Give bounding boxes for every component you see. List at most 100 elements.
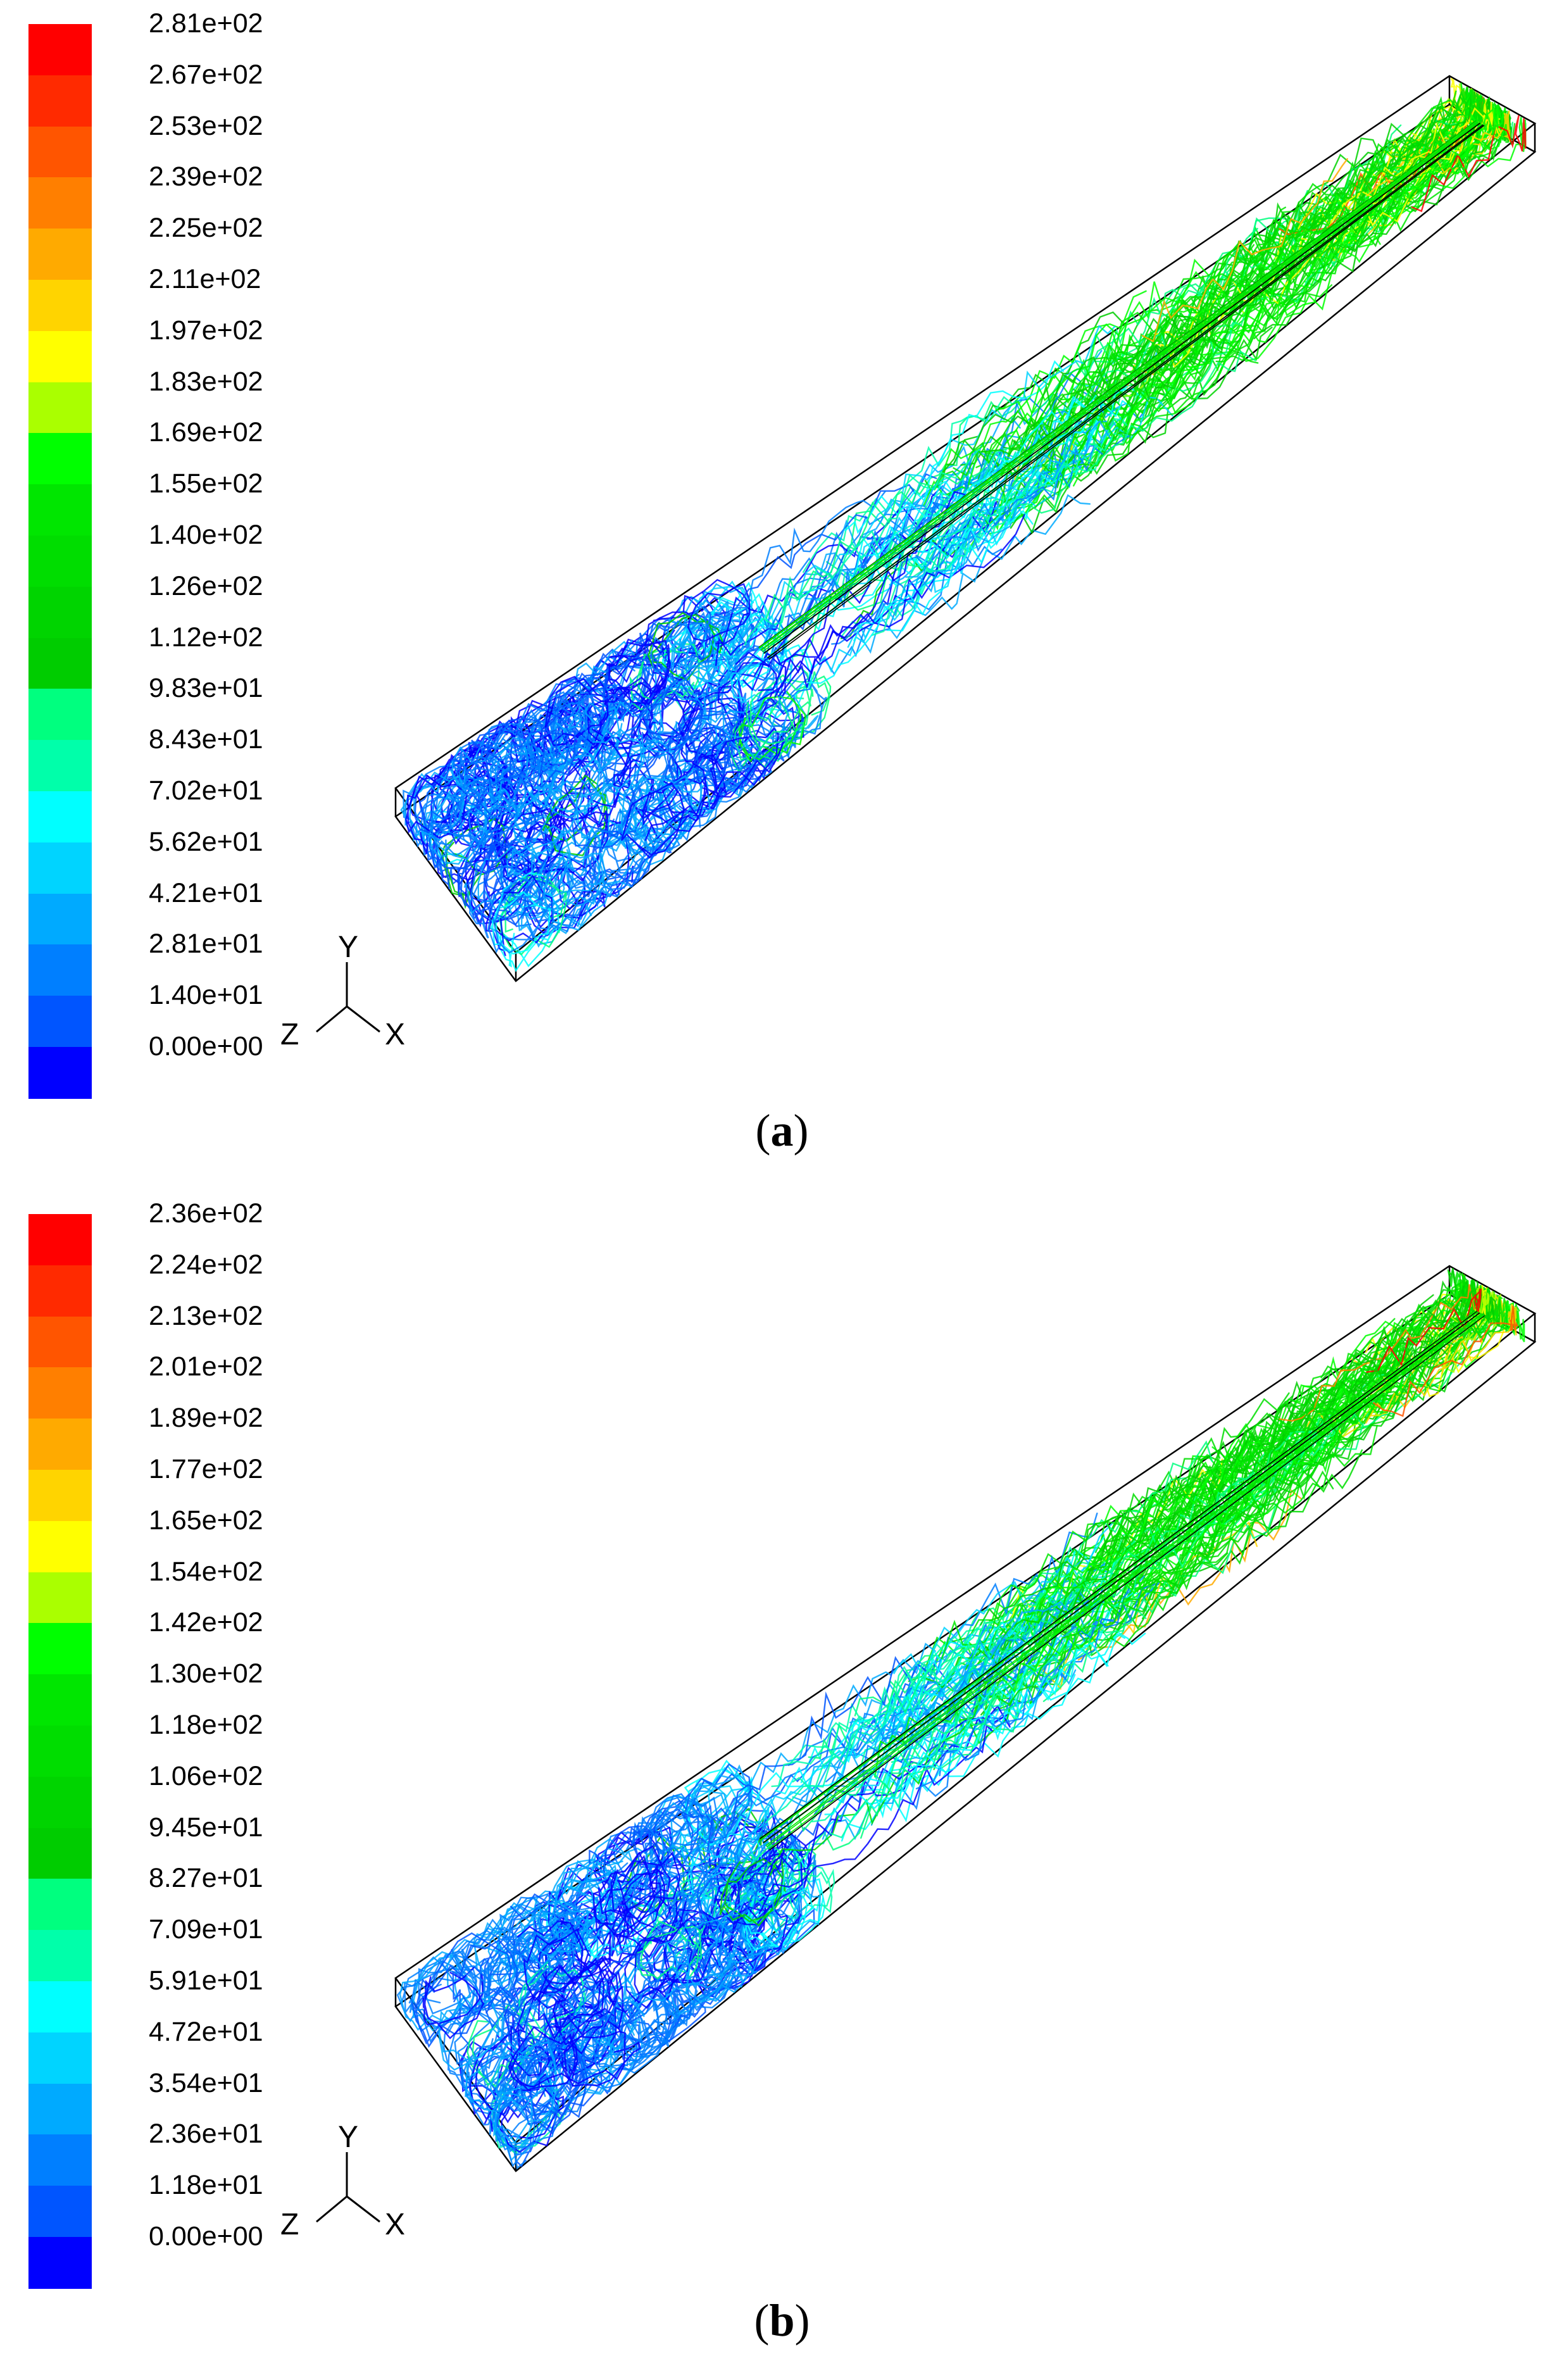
pathline — [1411, 115, 1527, 213]
pathline — [735, 1843, 804, 1921]
legend-swatch — [28, 1981, 92, 2033]
pathline — [860, 1644, 1073, 1839]
core-streak — [769, 1315, 1485, 1851]
legend-tick-label: 5.62e+01 — [149, 826, 263, 857]
pathline — [479, 1923, 547, 2005]
axis-label-z: Z — [280, 2208, 299, 2241]
core-streak — [760, 1311, 1477, 1839]
pathline — [1133, 1425, 1378, 1619]
legend-swatch — [28, 1470, 92, 1522]
legend-swatch — [28, 1726, 92, 1777]
pathline — [866, 372, 1082, 541]
pathline — [774, 1633, 973, 1795]
pathline — [1183, 1363, 1405, 1555]
legend-tick-label: 1.77e+02 — [149, 1454, 263, 1484]
legend-swatch — [28, 2237, 92, 2289]
legend-tick-label: 1.18e+01 — [149, 2170, 263, 2201]
pathline — [471, 718, 558, 788]
pathline — [1309, 111, 1505, 272]
pathline — [1372, 1305, 1519, 1417]
pathline — [661, 1814, 729, 1895]
pathline — [767, 1864, 835, 1933]
pathline — [561, 2031, 642, 2087]
legend-swatch — [28, 1827, 92, 1880]
pathline — [1198, 1367, 1425, 1557]
pathline — [501, 1888, 573, 1963]
pathline — [531, 827, 603, 909]
pathline — [995, 258, 1209, 427]
pathline — [1419, 1287, 1497, 1367]
panel-a: Y Z X 2.81e+02 2.67e+02 2.53e+02 2.39e+02 2.25… — [28, 10, 1537, 1099]
caption-a: (a) — [755, 1105, 809, 1156]
pathline — [1015, 246, 1238, 415]
pathline — [608, 638, 671, 706]
pathline — [520, 691, 587, 773]
pathline — [544, 675, 609, 747]
pathline — [448, 767, 527, 851]
legend-tick-label: 2.24e+02 — [149, 1249, 263, 1280]
pathline — [499, 872, 567, 956]
pathline — [1279, 1294, 1486, 1467]
pathline — [1427, 104, 1499, 177]
pathline — [889, 1536, 1105, 1740]
legend-tick-label: 9.83e+01 — [149, 673, 263, 704]
legend-tick-label: 1.65e+02 — [149, 1505, 263, 1536]
pathline — [1215, 185, 1407, 363]
pathline — [1003, 310, 1227, 493]
pathline — [1277, 1268, 1457, 1409]
legend-swatch — [28, 996, 92, 1048]
pathline — [639, 1794, 720, 1846]
legend-tick-label: 1.30e+02 — [149, 1658, 263, 1689]
legend-swatch — [28, 1316, 92, 1368]
pathline-scene-b: Y Z X — [280, 1265, 1537, 2241]
legend-swatch — [28, 2083, 92, 2136]
legend-swatch — [28, 2032, 92, 2084]
pathline — [454, 1919, 531, 1984]
pathline — [1186, 1328, 1410, 1506]
legend-tick-label: 2.36e+01 — [149, 2119, 263, 2150]
pathline — [807, 510, 1034, 684]
pathline — [719, 1858, 786, 1927]
legend-swatch — [28, 637, 92, 690]
pathline — [1141, 216, 1365, 382]
pathline — [1279, 1284, 1475, 1422]
legend-swatch — [28, 229, 92, 280]
pathline — [422, 1965, 485, 2039]
pathline — [703, 490, 887, 639]
legend-tick-label: 8.27e+01 — [149, 1863, 263, 1894]
pathlines — [400, 77, 1527, 972]
pathline — [1377, 1268, 1461, 1363]
legend-swatch — [28, 484, 92, 536]
pathline — [537, 1960, 605, 2041]
pathline — [517, 1920, 591, 2002]
caption-letter-b: b — [769, 2295, 795, 2346]
pathline — [523, 2053, 589, 2135]
pathline — [499, 837, 565, 908]
legend-swatch — [28, 2186, 92, 2238]
legend-tick-label: 1.69e+02 — [149, 417, 263, 448]
pathline — [982, 340, 1198, 527]
legend-swatch — [28, 1214, 92, 1266]
pathline — [1405, 82, 1468, 146]
pathline — [953, 317, 1195, 477]
legend-swatch — [28, 791, 92, 843]
pathline — [409, 1959, 479, 2043]
pathline — [518, 1961, 587, 2040]
pathline — [746, 1642, 947, 1820]
pathline — [842, 1615, 1038, 1770]
legend-swatch — [28, 1776, 92, 1829]
pathline — [1320, 1270, 1467, 1379]
pathline — [460, 723, 540, 805]
pathline — [549, 701, 623, 774]
legend-swatch — [28, 586, 92, 639]
pathline — [1230, 132, 1449, 311]
legend-tick-label: 9.45e+01 — [149, 1812, 263, 1843]
pathline — [833, 1601, 1072, 1767]
pathline — [802, 396, 1013, 573]
pathline — [520, 1900, 591, 1967]
pathline — [728, 1901, 802, 1972]
pathline — [998, 1523, 1218, 1705]
axis-triad — [316, 962, 380, 1033]
core-streak — [759, 120, 1477, 649]
pathline — [485, 827, 554, 904]
